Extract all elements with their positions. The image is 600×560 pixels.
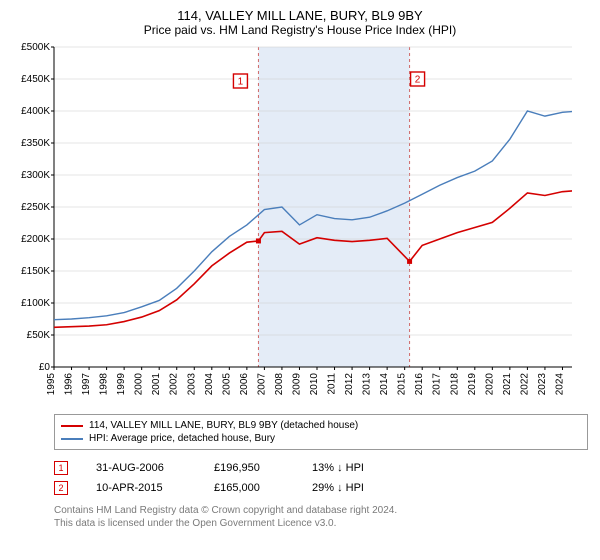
svg-text:2000: 2000 (134, 373, 145, 396)
svg-text:2016: 2016 (414, 373, 425, 396)
transaction-pct: 13% ↓ HPI (312, 462, 402, 474)
svg-text:2004: 2004 (204, 373, 215, 396)
svg-text:2: 2 (415, 75, 421, 86)
transaction-row: 2 10-APR-2015 £165,000 29% ↓ HPI (54, 478, 588, 498)
svg-text:£400K: £400K (21, 106, 50, 117)
svg-text:2021: 2021 (502, 373, 513, 396)
svg-text:1997: 1997 (81, 373, 92, 396)
svg-text:£50K: £50K (27, 330, 51, 341)
svg-text:2019: 2019 (467, 373, 478, 396)
svg-text:2022: 2022 (519, 373, 530, 396)
svg-text:1999: 1999 (116, 373, 127, 396)
svg-text:£250K: £250K (21, 202, 50, 213)
svg-text:2011: 2011 (327, 373, 338, 395)
legend-swatch (61, 438, 83, 440)
svg-text:2003: 2003 (186, 373, 197, 396)
svg-text:£200K: £200K (21, 234, 50, 245)
transaction-price: £196,950 (214, 462, 284, 474)
svg-text:£300K: £300K (21, 170, 50, 181)
footer-attribution: Contains HM Land Registry data © Crown c… (54, 504, 588, 530)
page-title: 114, VALLEY MILL LANE, BURY, BL9 9BY (12, 8, 588, 23)
svg-text:£350K: £350K (21, 138, 50, 149)
svg-text:2013: 2013 (362, 373, 373, 396)
page-subtitle: Price paid vs. HM Land Registry's House … (12, 23, 588, 37)
transaction-marker: 2 (54, 481, 68, 495)
svg-text:2014: 2014 (379, 373, 390, 396)
footer-line-2: This data is licensed under the Open Gov… (54, 517, 588, 530)
price-chart: £0 £50K £100K £150K £200K £250K £300K £350K £400… (12, 43, 588, 408)
svg-text:1998: 1998 (99, 373, 110, 396)
svg-text:2020: 2020 (484, 373, 495, 396)
svg-text:1996: 1996 (64, 373, 75, 396)
svg-text:£150K: £150K (21, 266, 50, 277)
svg-text:2008: 2008 (274, 373, 285, 396)
svg-text:1995: 1995 (46, 373, 57, 396)
svg-text:2010: 2010 (309, 373, 320, 396)
svg-text:2012: 2012 (344, 373, 355, 396)
svg-text:2018: 2018 (449, 373, 460, 396)
transactions-table: 1 31-AUG-2006 £196,950 13% ↓ HPI 2 10-APR-201… (54, 458, 588, 498)
svg-text:2017: 2017 (432, 373, 443, 396)
transaction-marker: 1 (54, 461, 68, 475)
transaction-price: £165,000 (214, 482, 284, 494)
legend-row: HPI: Average price, detached house, Bury (61, 432, 581, 445)
svg-text:2023: 2023 (537, 373, 548, 396)
svg-text:2009: 2009 (291, 373, 302, 396)
svg-text:2015: 2015 (397, 373, 408, 396)
svg-text:2001: 2001 (151, 373, 162, 396)
svg-text:2006: 2006 (239, 373, 250, 396)
svg-text:£500K: £500K (21, 43, 50, 53)
svg-text:£450K: £450K (21, 74, 50, 85)
svg-text:£100K: £100K (21, 298, 50, 309)
transaction-row: 1 31-AUG-2006 £196,950 13% ↓ HPI (54, 458, 588, 478)
transaction-pct: 29% ↓ HPI (312, 482, 402, 494)
svg-text:2007: 2007 (256, 373, 267, 396)
legend-label: 114, VALLEY MILL LANE, BURY, BL9 9BY (de… (89, 420, 358, 431)
legend-label: HPI: Average price, detached house, Bury (89, 433, 275, 444)
svg-text:2002: 2002 (169, 373, 180, 396)
svg-text:1: 1 (238, 77, 244, 88)
svg-text:2024: 2024 (554, 373, 565, 396)
legend-swatch (61, 425, 83, 427)
chart-svg: £0 £50K £100K £150K £200K £250K £300K £350K £400… (12, 43, 572, 403)
legend-row: 114, VALLEY MILL LANE, BURY, BL9 9BY (de… (61, 419, 581, 432)
legend: 114, VALLEY MILL LANE, BURY, BL9 9BY (de… (54, 414, 588, 450)
svg-text:2005: 2005 (221, 373, 232, 396)
footer-line-1: Contains HM Land Registry data © Crown c… (54, 504, 588, 517)
svg-text:£0: £0 (39, 362, 51, 373)
transaction-date: 10-APR-2015 (96, 482, 186, 494)
transaction-date: 31-AUG-2006 (96, 462, 186, 474)
